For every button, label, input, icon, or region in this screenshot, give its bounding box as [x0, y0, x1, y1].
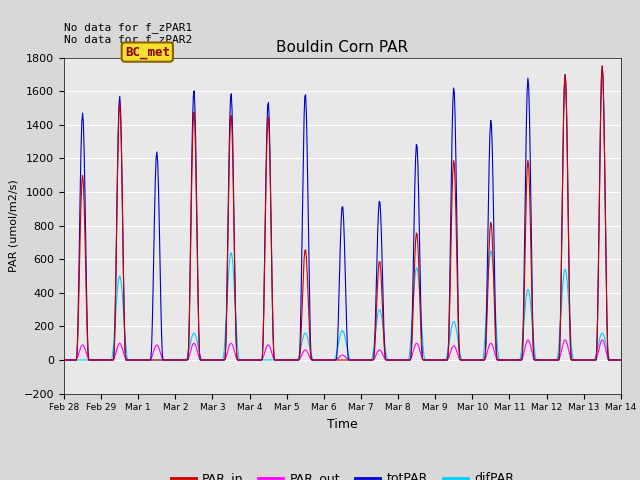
- difPAR: [70, 357, 78, 363]
- difPAR: [214, 357, 221, 363]
- Line: PAR_out: PAR_out: [64, 340, 621, 360]
- difPAR: [426, 357, 434, 363]
- Title: Bouldin Corn PAR: Bouldin Corn PAR: [276, 40, 408, 55]
- totPAR: [70, 357, 78, 363]
- Y-axis label: PAR (umol/m2/s): PAR (umol/m2/s): [8, 179, 18, 272]
- Text: No data for f_zPAR2: No data for f_zPAR2: [64, 34, 192, 45]
- PAR_out: [184, 356, 192, 362]
- totPAR: [184, 357, 192, 362]
- Text: No data for f_zPAR1: No data for f_zPAR1: [64, 22, 192, 33]
- PAR_in: [60, 357, 68, 363]
- PAR_in: [617, 357, 625, 363]
- PAR_out: [60, 357, 68, 363]
- Line: difPAR: difPAR: [64, 251, 621, 360]
- PAR_out: [410, 346, 418, 351]
- PAR_out: [598, 337, 606, 343]
- difPAR: [617, 357, 625, 363]
- totPAR: [214, 357, 221, 363]
- totPAR: [426, 357, 434, 363]
- PAR_in: [214, 357, 221, 363]
- totPAR: [598, 63, 606, 69]
- totPAR: [410, 222, 418, 228]
- Legend: PAR_in, PAR_out, totPAR, difPAR: PAR_in, PAR_out, totPAR, difPAR: [166, 467, 519, 480]
- X-axis label: Time: Time: [327, 418, 358, 431]
- PAR_in: [184, 357, 192, 362]
- difPAR: [487, 248, 495, 254]
- difPAR: [184, 352, 192, 358]
- PAR_out: [426, 357, 434, 363]
- difPAR: [410, 285, 418, 290]
- PAR_in: [410, 277, 418, 283]
- Line: totPAR: totPAR: [64, 66, 621, 360]
- totPAR: [617, 357, 625, 363]
- Line: PAR_in: PAR_in: [64, 66, 621, 360]
- PAR_out: [617, 357, 625, 363]
- PAR_out: [127, 357, 135, 363]
- difPAR: [127, 357, 135, 363]
- Text: BC_met: BC_met: [125, 46, 170, 59]
- PAR_in: [598, 63, 606, 69]
- totPAR: [127, 357, 135, 363]
- totPAR: [60, 357, 68, 363]
- PAR_out: [70, 357, 78, 363]
- difPAR: [60, 357, 68, 363]
- PAR_in: [127, 357, 135, 363]
- PAR_out: [214, 357, 221, 363]
- PAR_in: [70, 357, 78, 363]
- PAR_in: [426, 357, 434, 363]
